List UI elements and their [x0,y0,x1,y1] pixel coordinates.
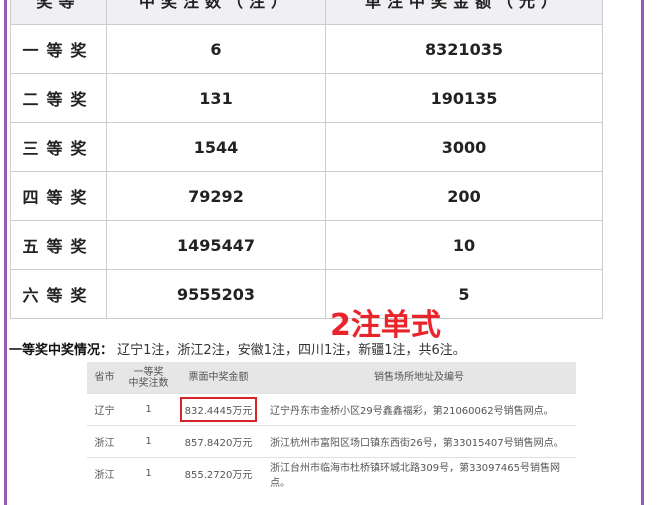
winner-count: 9555203 [106,269,326,319]
province: 辽宁 [87,393,122,426]
header-level: 奖等 [10,0,107,25]
prize-level: 五等奖 [10,220,107,270]
province: 浙江 [87,425,122,458]
table-row: 四等奖 79292 200 [10,171,603,221]
prize-amount: 3000 [325,122,603,172]
count: 1 [122,425,175,458]
prize-level: 三等奖 [10,122,107,172]
address: 浙江杭州市富阳区场口镇东西街26号，第33015407号销售网点。 [262,425,576,458]
header-count: 中奖注数（注） [106,0,326,25]
table-row: 二等奖 131 190135 [10,73,603,123]
table-row: 一等奖 6 8321035 [10,24,603,74]
amount-cell: 832.4445万元 [175,393,262,426]
prize-amount: 8321035 [325,24,603,74]
count: 1 [122,457,175,489]
table-row: 三等奖 1544 3000 [10,122,603,172]
table-row: 辽宁 1 832.4445万元 辽宁丹东市金桥小区29号鑫鑫福彩，第21060062号… [87,393,576,426]
table-row: 浙江 1 855.2720万元 浙江台州市临海市杜桥镇环城北路309号，第330974… [87,457,576,489]
winners-table: 省市 一等奖 中奖注数 票面中奖金额 销售场所地址及编号 辽宁 1 832.4445… [87,362,576,489]
amount-cell: 857.8420万元 [175,425,262,458]
annotation-stamp: 2注单式 [330,308,441,343]
amount-cell: 855.2720万元 [175,457,262,489]
highlighted-amount: 832.4445万元 [179,397,258,422]
winner-count: 131 [106,73,326,123]
prize-level: 六等奖 [10,269,107,319]
address: 浙江台州市临海市杜桥镇环城北路309号，第33097465号销售网点。 [262,457,576,489]
winner-count: 79292 [106,171,326,221]
header-address: 销售场所地址及编号 [262,362,576,394]
first-prize-summary: 一等奖中奖情况： 辽宁1注，浙江2注，安徽1注，四川1注，新疆1注，共6注。 [9,339,466,358]
winner-count: 1495447 [106,220,326,270]
prize-level: 一等奖 [10,24,107,74]
prize-amount: 200 [325,171,603,221]
header-amount: 票面中奖金额 [175,362,262,394]
prize-amount: 10 [325,220,603,270]
header-count: 一等奖 中奖注数 [122,362,175,394]
header-amount: 单注中奖金额（元） [325,0,603,25]
winner-count: 1544 [106,122,326,172]
count: 1 [122,393,175,426]
prize-table: 奖等 中奖注数（注） 单注中奖金额（元） 一等奖 6 8321035 二等奖 131 19… [10,0,603,319]
table-header-row: 省市 一等奖 中奖注数 票面中奖金额 销售场所地址及编号 [87,362,576,394]
province: 浙江 [87,457,122,489]
prize-level: 四等奖 [10,171,107,221]
table-row: 六等奖 9555203 5 [10,269,603,319]
prize-amount: 5 [325,269,603,319]
table-row: 浙江 1 857.8420万元 浙江杭州市富阳区场口镇东西街26号，第33015407… [87,425,576,458]
table-row: 五等奖 1495447 10 [10,220,603,270]
amount: 855.2720万元 [184,470,253,481]
address: 辽宁丹东市金桥小区29号鑫鑫福彩，第21060062号销售网点。 [262,393,576,426]
amount: 857.8420万元 [184,438,253,449]
summary-label: 一等奖中奖情况： [9,343,114,358]
prize-amount: 190135 [325,73,603,123]
table-header-row: 奖等 中奖注数（注） 单注中奖金额（元） [10,0,603,25]
summary-text: 辽宁1注，浙江2注，安徽1注，四川1注，新疆1注，共6注。 [117,343,466,358]
prize-level: 二等奖 [10,73,107,123]
winner-count: 6 [106,24,326,74]
page-frame [4,0,644,505]
header-province: 省市 [87,362,122,394]
